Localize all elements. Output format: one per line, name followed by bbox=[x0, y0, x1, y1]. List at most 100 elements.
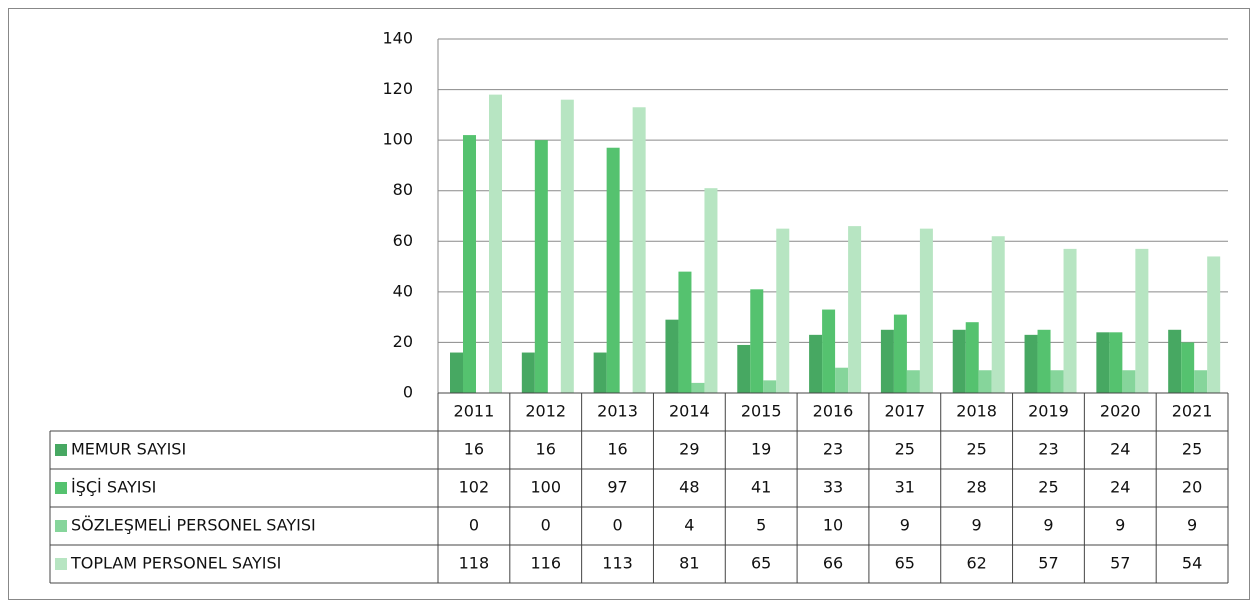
bar bbox=[606, 147, 620, 393]
table-cell: 28 bbox=[966, 478, 986, 497]
bar bbox=[450, 352, 463, 393]
table-cell: 0 bbox=[469, 516, 479, 535]
bar bbox=[952, 329, 966, 393]
table-cell: 23 bbox=[1038, 440, 1058, 459]
bar bbox=[906, 370, 920, 393]
table-cell: 57 bbox=[1038, 554, 1058, 573]
bar bbox=[632, 107, 646, 394]
table-cell: 9 bbox=[900, 516, 910, 535]
y-tick-label: 20 bbox=[393, 332, 413, 351]
table-cell: 113 bbox=[602, 554, 633, 573]
x-tick-label: 2012 bbox=[525, 402, 566, 421]
bar bbox=[593, 352, 607, 393]
y-tick-label: 0 bbox=[403, 383, 413, 402]
bar bbox=[1194, 370, 1208, 393]
chart-border bbox=[8, 8, 1250, 600]
legend-label: TOPLAM PERSONEL SAYISI bbox=[70, 554, 281, 573]
x-tick-label: 2013 bbox=[597, 402, 638, 421]
bar bbox=[1050, 370, 1064, 393]
table-cell: 24 bbox=[1110, 440, 1130, 459]
bar bbox=[965, 322, 979, 393]
table-cell: 16 bbox=[464, 440, 484, 459]
bar bbox=[691, 382, 705, 393]
table-cell: 116 bbox=[530, 554, 561, 573]
table-cell: 102 bbox=[459, 478, 490, 497]
x-tick-label: 2016 bbox=[813, 402, 854, 421]
y-tick-label: 120 bbox=[382, 79, 413, 98]
bar bbox=[750, 289, 764, 393]
table-cell: 62 bbox=[966, 554, 986, 573]
table-cell: 23 bbox=[823, 440, 843, 459]
bar bbox=[1096, 332, 1110, 393]
bar bbox=[893, 314, 907, 393]
table-cell: 16 bbox=[607, 440, 627, 459]
table-cell: 48 bbox=[679, 478, 699, 497]
bar bbox=[763, 380, 777, 393]
table-cell: 100 bbox=[530, 478, 561, 497]
bar bbox=[521, 352, 535, 393]
table-cell: 20 bbox=[1182, 478, 1202, 497]
table-cell: 65 bbox=[751, 554, 771, 573]
bar bbox=[665, 319, 679, 393]
x-tick-label: 2015 bbox=[741, 402, 782, 421]
table-cell: 9 bbox=[1187, 516, 1197, 535]
legend-swatch bbox=[55, 482, 67, 494]
y-tick-label: 140 bbox=[382, 29, 413, 48]
bar bbox=[822, 309, 836, 393]
table-cell: 81 bbox=[679, 554, 699, 573]
table-cell: 97 bbox=[607, 478, 627, 497]
bar bbox=[737, 344, 751, 393]
legend-label: İŞÇİ SAYISI bbox=[71, 478, 156, 497]
bar bbox=[848, 226, 862, 393]
legend-label: MEMUR SAYISI bbox=[71, 440, 186, 459]
bar bbox=[1122, 370, 1136, 393]
table-cell: 9 bbox=[972, 516, 982, 535]
table-cell: 25 bbox=[1182, 440, 1202, 459]
bar bbox=[991, 236, 1005, 393]
x-tick-label: 2021 bbox=[1172, 402, 1213, 421]
table-cell: 16 bbox=[536, 440, 556, 459]
bar bbox=[978, 370, 992, 393]
y-tick-label: 60 bbox=[393, 231, 413, 250]
table-cell: 66 bbox=[823, 554, 843, 573]
bar bbox=[1181, 342, 1195, 393]
bar bbox=[489, 94, 502, 393]
legend-label: SÖZLEŞMELİ PERSONEL SAYISI bbox=[71, 516, 316, 535]
table-cell: 25 bbox=[966, 440, 986, 459]
bar bbox=[776, 228, 790, 393]
table-cell: 31 bbox=[895, 478, 915, 497]
bar bbox=[463, 135, 476, 394]
x-tick-label: 2020 bbox=[1100, 402, 1141, 421]
table-cell: 41 bbox=[751, 478, 771, 497]
bar bbox=[534, 140, 548, 393]
bar bbox=[919, 228, 933, 393]
legend-swatch bbox=[55, 520, 67, 532]
bar bbox=[1024, 334, 1038, 393]
bar bbox=[1037, 329, 1051, 393]
table-cell: 25 bbox=[895, 440, 915, 459]
x-tick-label: 2018 bbox=[956, 402, 997, 421]
bar bbox=[880, 329, 894, 393]
table-cell: 9 bbox=[1043, 516, 1053, 535]
table-cell: 5 bbox=[756, 516, 766, 535]
table-cell: 25 bbox=[1038, 478, 1058, 497]
bar bbox=[678, 271, 692, 393]
table-cell: 24 bbox=[1110, 478, 1130, 497]
table-cell: 65 bbox=[895, 554, 915, 573]
table-cell: 118 bbox=[459, 554, 490, 573]
y-tick-label: 80 bbox=[393, 180, 413, 199]
table-cell: 29 bbox=[679, 440, 699, 459]
table-cell: 33 bbox=[823, 478, 843, 497]
table-cell: 19 bbox=[751, 440, 771, 459]
x-tick-label: 2019 bbox=[1028, 402, 1069, 421]
table-cell: 54 bbox=[1182, 554, 1202, 573]
bar bbox=[704, 188, 718, 393]
bar bbox=[1109, 332, 1123, 393]
table-cell: 10 bbox=[823, 516, 843, 535]
table-cell: 57 bbox=[1110, 554, 1130, 573]
y-tick-label: 100 bbox=[382, 130, 413, 149]
bar bbox=[1063, 248, 1077, 393]
x-tick-label: 2011 bbox=[454, 402, 495, 421]
table-cell: 0 bbox=[541, 516, 551, 535]
